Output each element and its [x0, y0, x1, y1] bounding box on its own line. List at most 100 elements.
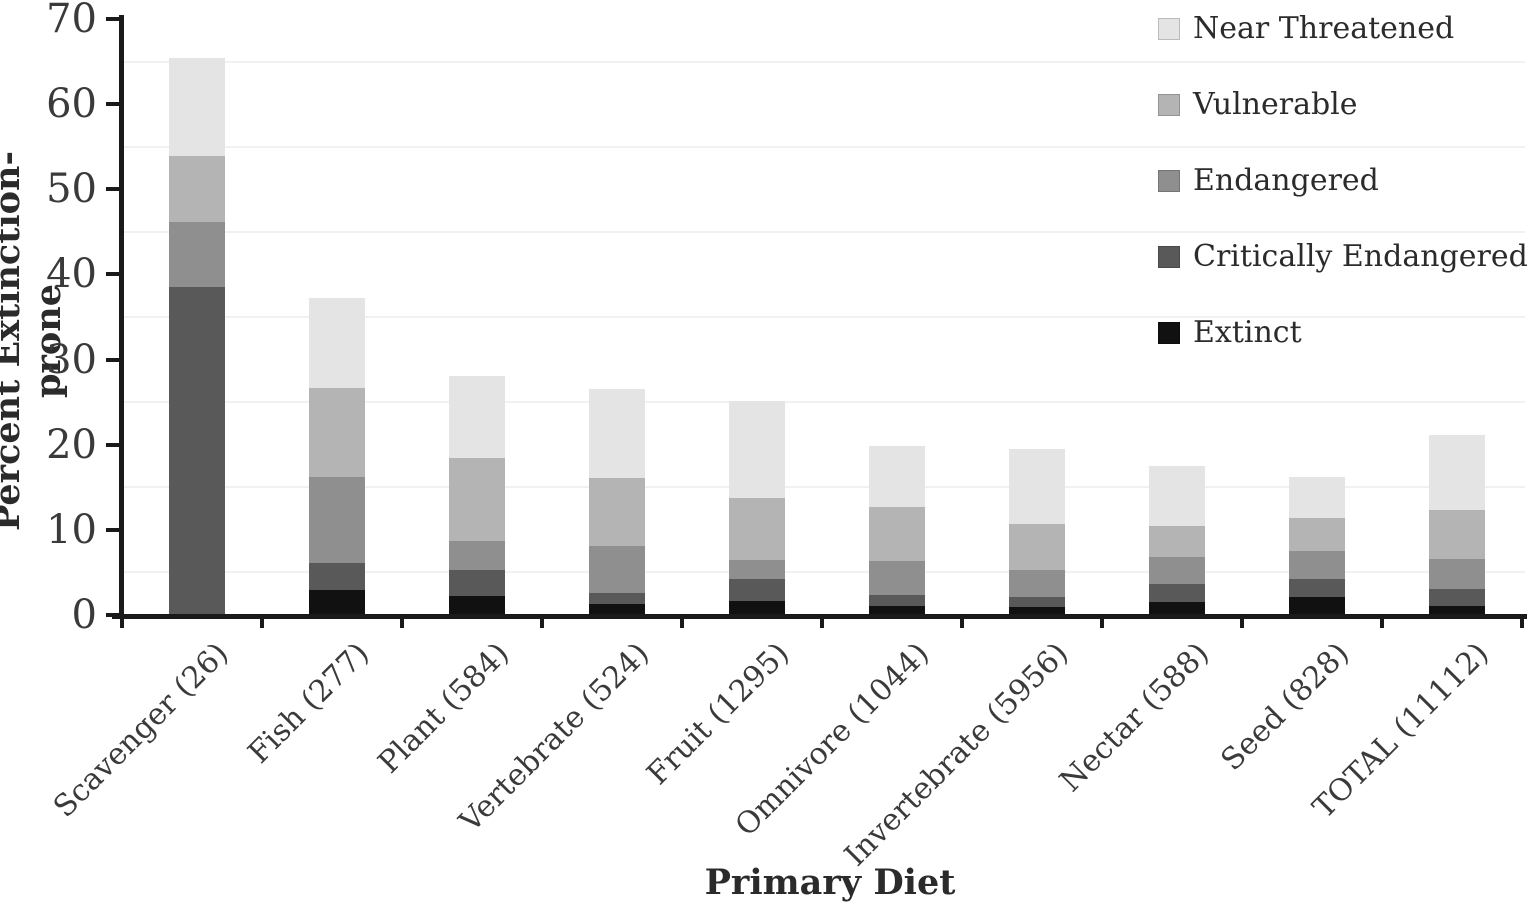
bar-segment-near-threatened [169, 58, 225, 157]
legend-label: Near Threatened [1193, 11, 1455, 46]
bar-segment-endangered [1429, 558, 1485, 590]
bar-plant [449, 375, 505, 615]
x-tick-mark [680, 615, 684, 628]
y-tick-label: 10 [46, 506, 97, 553]
bar-segment-extinct [729, 600, 785, 615]
bar-nectar [1149, 466, 1205, 615]
gridline [122, 571, 1525, 574]
x-axis-line [112, 614, 1527, 619]
legend-item-critically-endangered: Critically Endangered [1158, 242, 1528, 272]
bar-segment-vulnerable [169, 156, 225, 222]
legend-swatch-icon [1158, 246, 1180, 268]
bar-segment-vulnerable [449, 457, 505, 541]
bar-segment-vulnerable [1149, 525, 1205, 558]
x-category-label: Scavenger (26) [47, 636, 236, 825]
bar-segment-endangered [1149, 557, 1205, 584]
bar-segment-endangered [1289, 551, 1345, 580]
legend-swatch-icon [1158, 18, 1180, 40]
bar-segment-critically-endangered [1289, 579, 1345, 598]
bar-segment-endangered [589, 546, 645, 593]
y-tick-label: 70 [46, 0, 97, 42]
legend-label: Critically Endangered [1193, 239, 1528, 274]
x-tick-mark [540, 615, 544, 628]
bar-segment-extinct [1009, 607, 1065, 615]
bar-segment-near-threatened [449, 375, 505, 458]
x-tick-mark [1240, 615, 1244, 628]
x-category-label: Plant (584) [371, 636, 516, 781]
x-tick-mark [820, 615, 824, 628]
y-tick-mark [106, 442, 121, 447]
bar-segment-vulnerable [1289, 517, 1345, 552]
bar-segment-endangered [309, 477, 365, 564]
bar-segment-vulnerable [589, 477, 645, 547]
bar-segment-endangered [1009, 569, 1065, 598]
bar-fish [309, 298, 365, 615]
bar-segment-extinct [869, 606, 925, 615]
bar-segment-critically-endangered [1429, 589, 1485, 606]
gridline [122, 316, 1525, 318]
bar-segment-critically-endangered [169, 287, 225, 615]
y-tick-label: 0 [71, 592, 97, 638]
gridline [122, 230, 1525, 233]
bar-segment-near-threatened [589, 388, 645, 478]
bar-segment-extinct [1289, 597, 1345, 615]
bar-segment-extinct [1149, 602, 1205, 615]
y-tick-label: 50 [46, 166, 97, 213]
legend-item-endangered: Endangered [1158, 166, 1528, 196]
x-category-label: Nectar (588) [1052, 636, 1216, 799]
bar-segment-near-threatened [1009, 449, 1065, 524]
bar-segment-near-threatened [1289, 477, 1345, 518]
legend-label: Vulnerable [1193, 87, 1358, 122]
bar-segment-critically-endangered [1009, 597, 1065, 608]
bar-segment-extinct [449, 596, 505, 615]
y-tick-mark [106, 613, 121, 617]
legend-item-extinct: Extinct [1158, 318, 1528, 348]
legend-swatch-icon [1158, 170, 1180, 192]
bar-scavenger [169, 58, 225, 615]
y-axis-line [119, 15, 124, 619]
bar-segment-vulnerable [1429, 510, 1485, 559]
legend-item-vulnerable: Vulnerable [1158, 90, 1528, 120]
bar-segment-endangered [169, 221, 225, 288]
y-tick-label: 20 [46, 421, 97, 468]
y-tick-mark [106, 17, 121, 21]
bar-segment-near-threatened [1149, 466, 1205, 526]
bar-segment-vulnerable [309, 387, 365, 478]
bar-segment-near-threatened [729, 401, 785, 498]
bar-segment-critically-endangered [449, 569, 505, 597]
gridline [122, 60, 1525, 63]
bar-fruit [729, 401, 785, 615]
bar-total [1429, 435, 1485, 615]
y-tick-label: 60 [46, 81, 97, 128]
x-category-label: Fish (277) [241, 636, 376, 771]
bar-seed [1289, 477, 1345, 615]
bar-segment-critically-endangered [589, 592, 645, 604]
legend-label: Extinct [1193, 315, 1302, 350]
x-tick-mark [1520, 615, 1524, 628]
bar-segment-critically-endangered [1149, 583, 1205, 603]
x-tick-mark [1100, 615, 1104, 628]
bar-segment-critically-endangered [869, 595, 925, 607]
x-tick-mark [400, 615, 404, 628]
bar-segment-extinct [1429, 605, 1485, 615]
bar-segment-vulnerable [869, 506, 925, 562]
y-tick-label: 40 [46, 251, 97, 298]
x-tick-mark [960, 615, 964, 628]
bar-segment-extinct [589, 603, 645, 615]
x-category-label: Seed (828) [1213, 636, 1356, 778]
legend-label: Endangered [1193, 163, 1379, 198]
bar-omnivore [869, 445, 925, 615]
x-tick-mark [1380, 615, 1384, 628]
bar-segment-critically-endangered [309, 563, 365, 591]
x-tick-mark [260, 615, 264, 628]
bar-segment-near-threatened [869, 445, 925, 507]
y-tick-mark [106, 357, 121, 362]
x-category-label: Fruit (1295) [639, 636, 796, 792]
bar-segment-critically-endangered [729, 579, 785, 601]
legend-swatch-icon [1158, 322, 1180, 344]
x-tick-mark [120, 615, 124, 628]
bar-segment-extinct [309, 590, 365, 615]
bar-segment-vulnerable [1009, 523, 1065, 570]
y-tick-mark [106, 187, 121, 192]
gridline [122, 486, 1525, 489]
